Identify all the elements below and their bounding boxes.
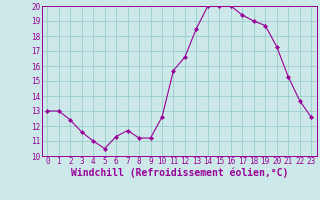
X-axis label: Windchill (Refroidissement éolien,°C): Windchill (Refroidissement éolien,°C) [70, 168, 288, 178]
